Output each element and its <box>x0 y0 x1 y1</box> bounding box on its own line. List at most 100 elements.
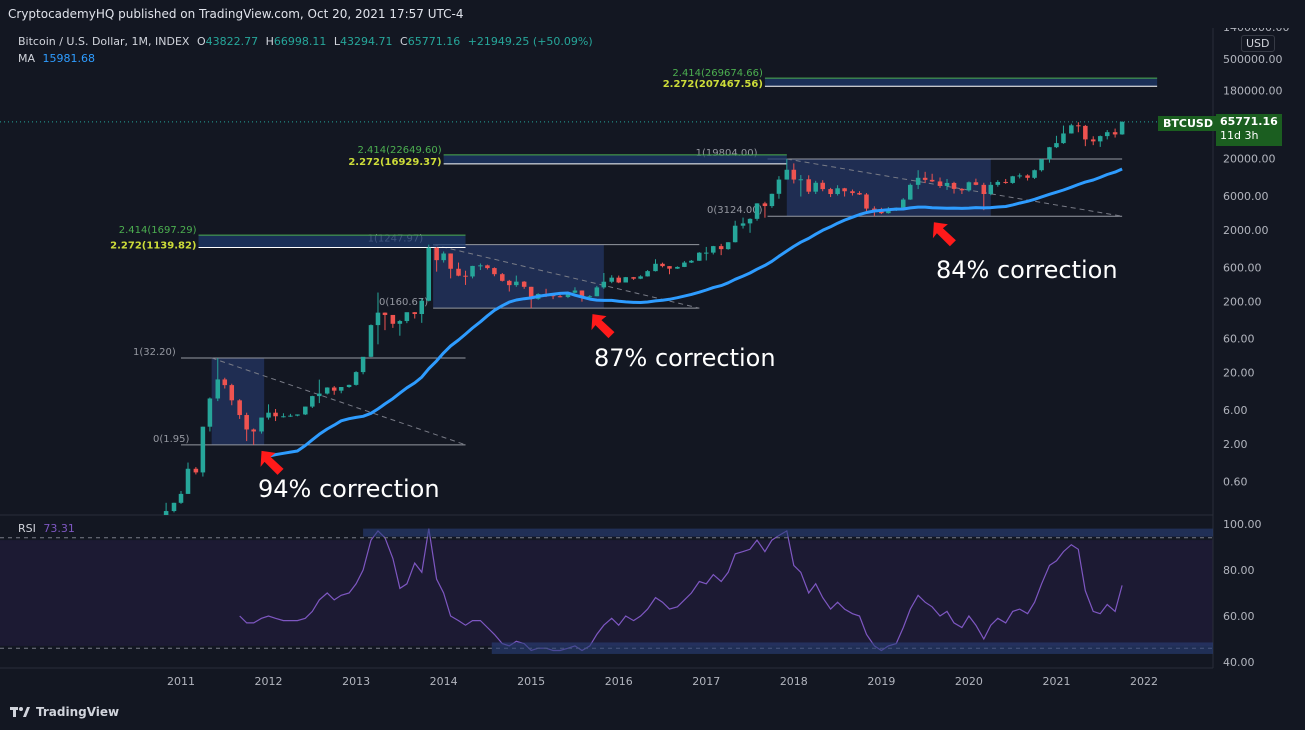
candle-body <box>747 218 753 224</box>
candle-body <box>317 393 322 397</box>
rsi-tick-label: 40.00 <box>1223 656 1255 669</box>
price-tick-label: 180000.00 <box>1223 85 1283 98</box>
close-label: C <box>400 35 408 48</box>
candle-body <box>645 271 650 277</box>
candle-body <box>222 379 228 386</box>
ma-legend: MA 15981.68 <box>18 52 95 65</box>
candle-body <box>609 277 614 282</box>
candle-body <box>682 262 687 267</box>
candle-body <box>900 199 906 208</box>
price-badge: 65771.16 11d 3h <box>1216 114 1282 146</box>
candle-body <box>1112 132 1118 135</box>
candle-body <box>368 325 374 357</box>
price-tick-label: 20000.00 <box>1223 153 1276 166</box>
candle-body <box>864 194 869 209</box>
tradingview-label: TradingView <box>36 705 120 719</box>
time-tick-label: 2022 <box>1130 675 1158 688</box>
candle-body <box>725 242 731 250</box>
candle-body <box>281 416 286 418</box>
candle-countdown: 11d 3h <box>1220 129 1259 142</box>
fib-zero-label: 0(1.95) <box>153 434 190 445</box>
arrow-shape <box>591 314 615 339</box>
rsi-top-highlight <box>363 528 1213 537</box>
candle-body <box>762 203 768 207</box>
candle-body <box>929 179 935 182</box>
candle-body <box>375 312 381 326</box>
candle-body <box>1017 175 1022 177</box>
candle-body <box>338 387 344 391</box>
candle-body <box>441 253 446 261</box>
candle-body <box>704 252 709 254</box>
symbol-title: Bitcoin / U.S. Dollar, 1M, INDEX <box>18 35 190 48</box>
candle-body <box>456 268 461 276</box>
rsi-band <box>0 540 1213 646</box>
correction-annotation: 87% correction <box>594 344 776 372</box>
candle-body <box>288 415 293 417</box>
candle-body <box>944 182 950 186</box>
low-label: L <box>333 35 341 48</box>
candle-body <box>1039 159 1044 171</box>
time-tick-label: 2018 <box>780 675 808 688</box>
candle-body <box>1076 125 1081 127</box>
extension-label: 2.272(1139.82) <box>110 240 196 251</box>
trend-line <box>433 244 700 309</box>
candle-body <box>565 292 571 298</box>
price-tick-label: 6000.00 <box>1223 190 1269 203</box>
candle-body <box>1032 170 1037 178</box>
candle-body <box>601 281 607 288</box>
price-tick-label: 200.00 <box>1223 295 1262 308</box>
candle-body <box>514 281 519 286</box>
rsi-legend: RSI 73.31 <box>18 522 75 535</box>
rsi-tick-label: 60.00 <box>1223 610 1255 623</box>
correction-box <box>433 244 604 309</box>
candle-body <box>1119 121 1125 135</box>
time-tick-label: 2013 <box>342 675 370 688</box>
candle-body <box>1083 125 1088 140</box>
candle-body <box>959 188 965 191</box>
candle-body <box>653 263 658 272</box>
candle-body <box>587 296 593 298</box>
candle-body <box>1054 143 1059 148</box>
candle-body <box>966 182 972 191</box>
open-value: 43822.77 <box>205 35 259 48</box>
candle-body <box>303 406 308 415</box>
candle-body <box>572 290 578 293</box>
tradingview-logo[interactable]: TradingView <box>10 705 119 719</box>
candle-body <box>951 182 957 189</box>
candle-body <box>557 296 563 298</box>
candle-body <box>353 372 359 385</box>
candle-body <box>485 265 490 269</box>
candle-body <box>667 266 672 269</box>
candle-body <box>981 184 987 195</box>
change-value: +21949.25 (+50.09%) <box>467 35 593 48</box>
candle-body <box>215 379 221 399</box>
candle-body <box>163 511 169 515</box>
price-tick-label: 60.00 <box>1223 333 1255 346</box>
candle-body <box>390 314 396 324</box>
candle-body <box>521 281 527 287</box>
correction-arrow-icon <box>260 450 284 475</box>
rsi-tick-label: 100.00 <box>1223 518 1262 531</box>
currency-label[interactable]: USD <box>1241 35 1275 52</box>
arrow-shape <box>932 222 956 247</box>
fib-zero-label: 0(160.67) <box>379 297 428 308</box>
time-tick-label: 2015 <box>517 675 545 688</box>
candle-body <box>507 280 512 286</box>
extension-zone <box>198 235 466 248</box>
candle-body <box>754 203 760 219</box>
candle-body <box>740 223 746 226</box>
candle-body <box>492 268 497 275</box>
candle-body <box>850 191 855 194</box>
ma-line <box>268 167 1123 458</box>
candle-body <box>251 429 256 432</box>
candle-body <box>193 468 199 473</box>
top-bar: CryptocademyHQ published on TradingView.… <box>0 0 1305 28</box>
candle-body <box>404 312 410 322</box>
close-value: 65771.16 <box>407 35 461 48</box>
candle-body <box>769 193 775 207</box>
candle-body <box>360 356 366 373</box>
candle-body <box>616 277 621 283</box>
time-tick-label: 2014 <box>430 675 458 688</box>
extension-label: 2.414(22649.60) <box>357 145 441 156</box>
price-tick-label: 6.00 <box>1223 404 1248 417</box>
